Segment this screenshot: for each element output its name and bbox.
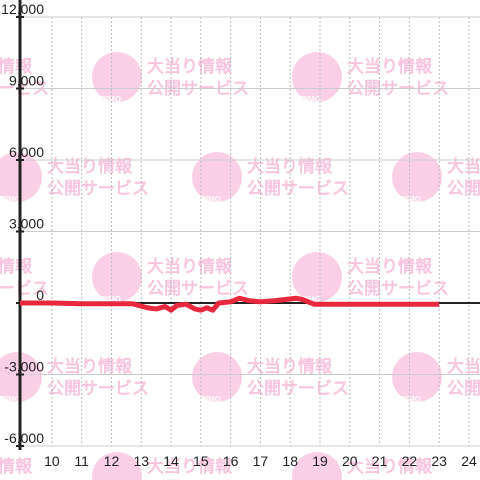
watermark-text: 公開サービス: [47, 379, 149, 398]
watermark-logo: [192, 152, 242, 202]
watermark-text: 公開サービス: [247, 179, 349, 198]
watermark-text: 大当り情報: [47, 356, 133, 376]
watermark-logo: [292, 452, 342, 480]
watermark-text: 公開サービス: [247, 379, 349, 398]
x-tick-label: 19: [312, 453, 328, 469]
y-tick-label: 3,000: [9, 216, 44, 232]
x-tick-label: 12: [104, 453, 120, 469]
watermark-text: 大当り情報: [147, 256, 233, 276]
x-tick-label: 23: [431, 453, 447, 469]
watermark-text: 大当り情報: [147, 456, 233, 476]
y-tick-label: -3,000: [4, 359, 44, 375]
watermark-text: PAPIMO: [90, 295, 121, 304]
x-tick-label: 24: [461, 453, 477, 469]
watermark-text: PAPIMO: [390, 395, 421, 404]
watermark-text: 大当り情報: [0, 456, 33, 476]
watermark-logo: [92, 252, 142, 302]
watermark-text: 公開サービス: [47, 179, 149, 198]
watermark-logo: [292, 252, 342, 302]
watermark-text: 公開サービス: [347, 279, 449, 298]
watermark-logo: [392, 352, 442, 402]
watermark-text: 大当り情報: [0, 256, 33, 276]
watermark-text: 大当り情報: [347, 256, 433, 276]
x-tick-label: 21: [372, 453, 388, 469]
watermark-logo: [92, 52, 142, 102]
watermark-text: PAPIMO: [190, 395, 221, 404]
watermark-text: PAPIMO: [290, 95, 321, 104]
x-tick-label: 10: [44, 453, 60, 469]
watermark-logo: [92, 452, 142, 480]
watermark-text: PAPIMO: [0, 395, 21, 404]
x-tick-label: 18: [282, 453, 298, 469]
watermark-text: 公開サービス: [447, 379, 480, 398]
watermark-text: 大当り情報: [347, 56, 433, 76]
series-line: [20, 295, 440, 313]
watermark-logo: [192, 352, 242, 402]
watermark-text: PAPIMO: [0, 195, 21, 204]
x-tick-label: 14: [163, 453, 179, 469]
y-tick-label: -6,000: [4, 430, 44, 446]
x-tick-label: 20: [342, 453, 358, 469]
watermark-text: PAPIMO: [90, 95, 121, 104]
y-tick-label: 12,000: [1, 1, 44, 17]
watermark-text: 大当り情報: [447, 156, 480, 176]
watermark-text: 大当り情報: [447, 356, 480, 376]
x-tick-label: 11: [74, 453, 89, 469]
y-tick-label: 9,000: [9, 73, 44, 89]
watermark-text: 大当り情報: [147, 56, 233, 76]
watermark-text: 公開サービス: [147, 279, 249, 298]
watermark-text: 大当り情報: [0, 56, 33, 76]
watermark-logo: [392, 152, 442, 202]
watermark-text: PAPIMO: [390, 195, 421, 204]
x-tick-label: 16: [223, 453, 239, 469]
watermark-text: PAPIMO: [190, 195, 221, 204]
watermark-logo: [292, 52, 342, 102]
watermark-text: 大当り情報: [47, 156, 133, 176]
y-tick-label: 0: [36, 287, 44, 303]
x-tick-label: 17: [253, 453, 269, 469]
watermark-text: 公開サービス: [447, 179, 480, 198]
y-tick-label: 6,000: [9, 144, 44, 160]
x-tick-label: 22: [402, 453, 418, 469]
x-tick-label: 13: [133, 453, 149, 469]
watermark-text: 大当り情報: [347, 456, 433, 476]
watermark-text: 公開サービス: [0, 279, 49, 298]
x-tick-label: 15: [193, 453, 209, 469]
watermark: PAPIMO大当り情報公開サービスPAPIMO大当り情報公開サービスPAPIMO…: [0, 52, 480, 480]
